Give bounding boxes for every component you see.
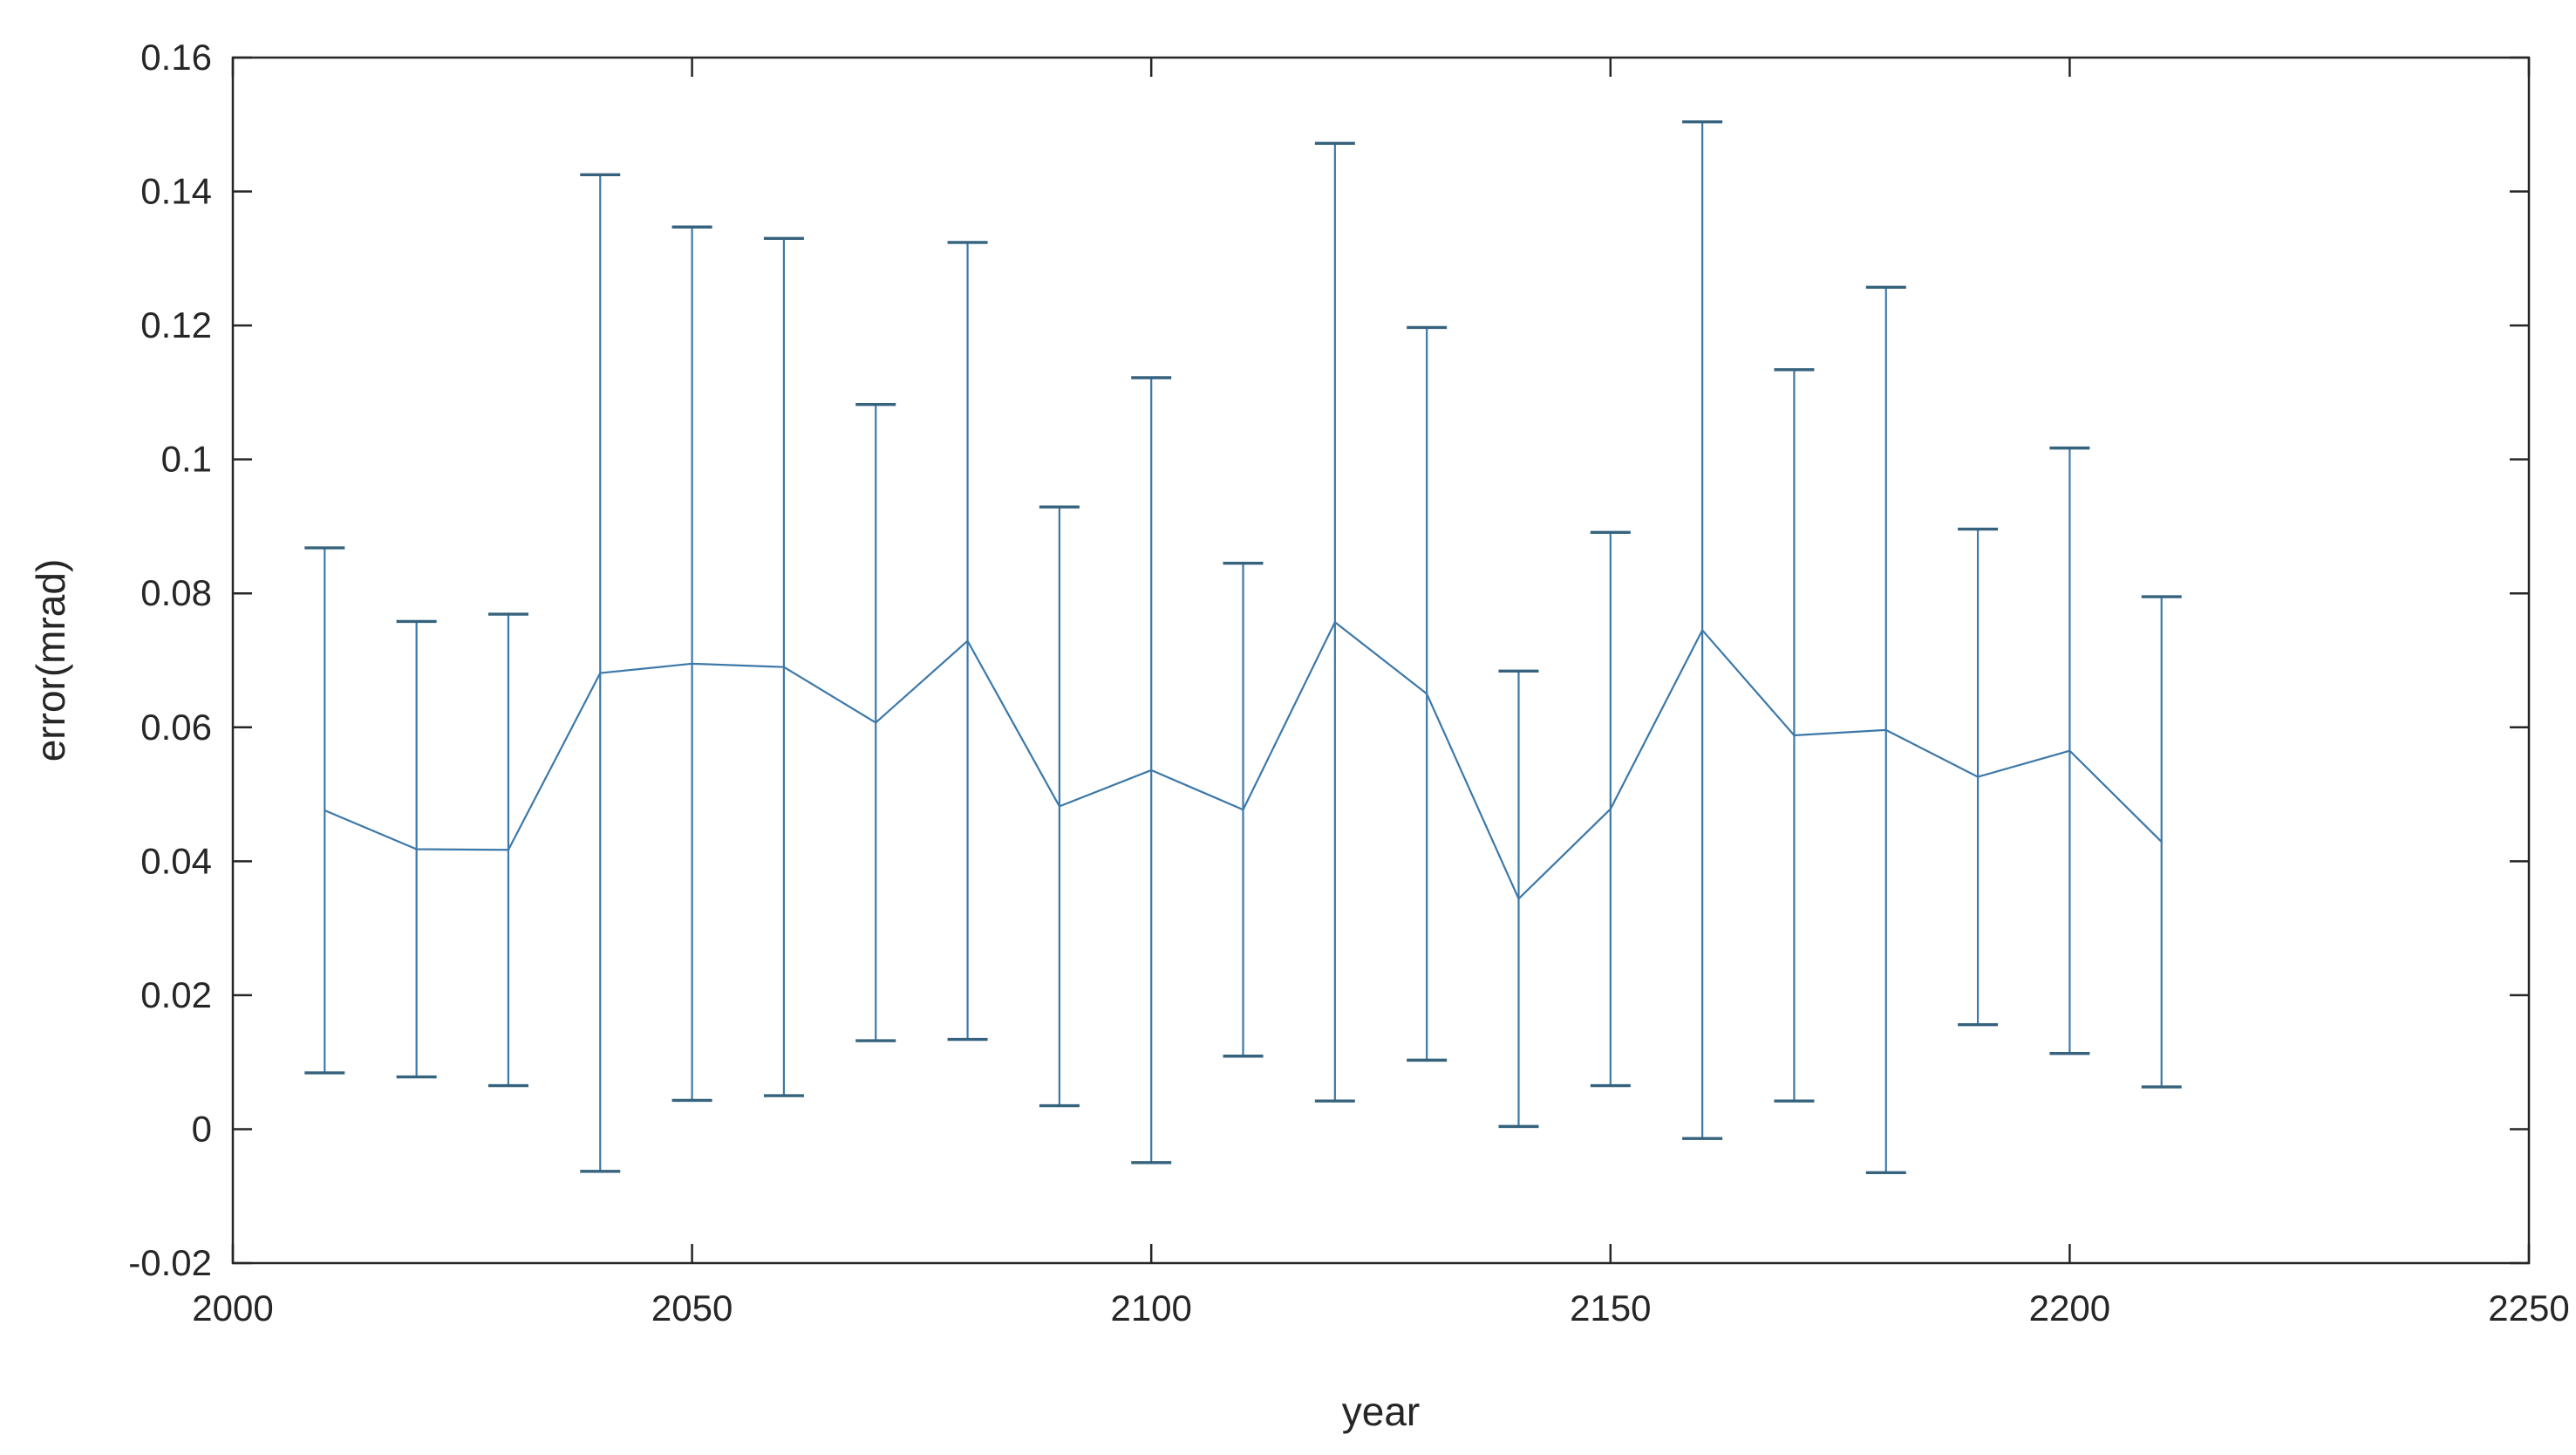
y-tick-label: 0 [192,1108,212,1149]
x-tick-label: 2250 [2488,1288,2569,1329]
x-tick-label: 2150 [1570,1288,1651,1329]
y-tick-label: 0.1 [161,439,212,480]
x-tick-label: 2000 [192,1288,273,1329]
x-tick-label: 2050 [651,1288,733,1329]
y-tick-label: 0.12 [140,304,212,345]
y-axis-label: error(mrad) [28,559,73,762]
y-tick-label: 0.06 [140,707,212,748]
y-tick-label: -0.02 [128,1242,212,1283]
x-tick-label: 2200 [2029,1288,2110,1329]
y-tick-label: 0.14 [140,171,212,212]
y-tick-label: 0.16 [140,37,212,78]
data-line [324,621,2163,900]
y-tick-label: 0.08 [140,572,212,613]
x-axis-label: year [1342,1389,1420,1434]
x-tick-label: 2100 [1110,1288,1191,1329]
plot-border [231,56,2531,1265]
y-tick-label: 0.04 [140,840,212,881]
y-tick-label: 0.02 [140,974,212,1015]
